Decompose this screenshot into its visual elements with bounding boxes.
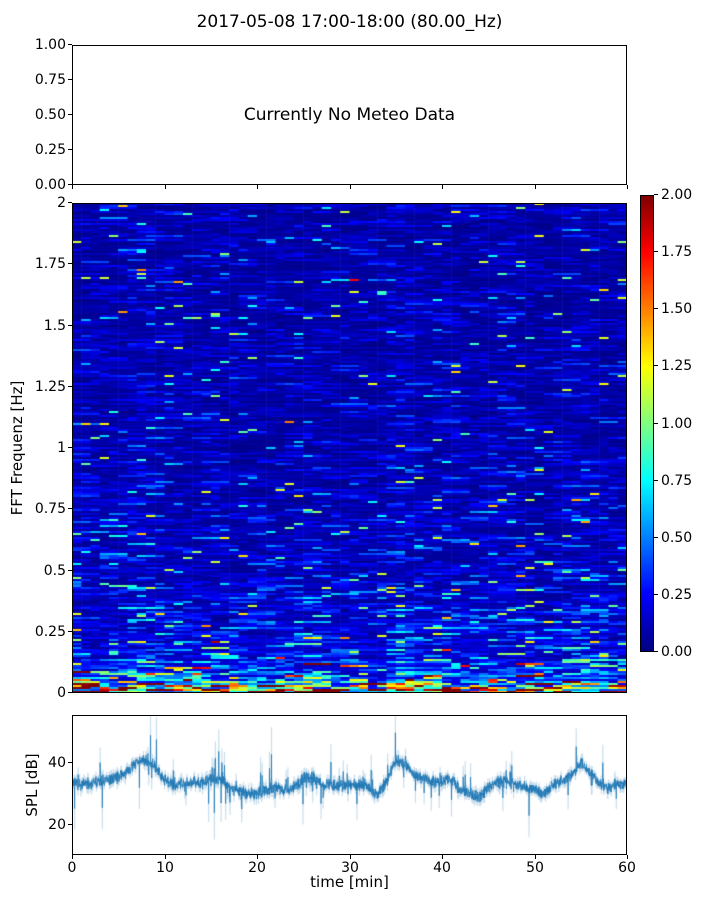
colorbar-gradient [640,195,654,652]
tick-mark [68,184,72,185]
tick-mark [68,202,72,203]
tick-mark [68,325,72,326]
tick-mark [442,185,443,189]
tick-label: 40 [433,860,451,876]
tick-mark [68,762,72,763]
tick-label: 0.5 [43,563,66,579]
tick-label: 0.75 [34,72,66,88]
tick-mark [68,44,72,45]
tick-mark [654,480,658,481]
tick-mark [68,114,72,115]
tick-label: 0 [57,685,66,701]
tick-label: 10 [156,860,174,876]
tick-mark [442,855,443,859]
tick-mark [350,185,351,189]
tick-mark [68,508,72,509]
tick-label: 1.25 [34,379,66,395]
time-axis-label: time [min] [310,873,389,891]
tick-mark [654,251,658,252]
tick-mark [165,185,166,189]
tick-mark [654,308,658,309]
tick-mark [68,447,72,448]
tick-mark [350,855,351,859]
tick-label: 1.50 [661,301,693,317]
tick-label: 2.00 [661,187,693,203]
tick-mark [654,365,658,366]
tick-mark [68,824,72,825]
tick-mark [68,79,72,80]
tick-mark [654,594,658,595]
tick-label: 0.25 [34,142,66,158]
tick-label: 2 [57,195,66,211]
figure-title: 2017-05-08 17:00-18:00 (80.00_Hz) [196,12,503,32]
tick-label: 40 [48,755,66,771]
tick-mark [68,631,72,632]
no-meteo-data-text: Currently No Meteo Data [243,105,456,125]
tick-mark [72,185,73,189]
tick-label: 50 [526,860,544,876]
tick-label: 1.5 [43,318,66,334]
tick-mark [654,651,658,652]
tick-label: 20 [48,817,66,833]
tick-mark [627,855,628,859]
tick-label: 0.25 [661,587,693,603]
spl-line-canvas [72,715,627,855]
tick-label: 0.50 [661,530,693,546]
tick-label: 0 [67,860,77,876]
tick-label: 1.00 [34,37,66,53]
tick-label: 0.75 [661,473,693,489]
tick-label: 60 [618,860,636,876]
tick-mark [68,570,72,571]
tick-label: 1 [57,440,66,456]
tick-label: 1.25 [661,358,693,374]
tick-mark [535,855,536,859]
tick-label: 0.00 [661,644,693,660]
tick-mark [68,386,72,387]
tick-mark [68,692,72,693]
tick-label: 0.00 [34,177,66,193]
tick-label: 0.50 [34,107,66,123]
tick-mark [68,263,72,264]
tick-label: 0.25 [34,624,66,640]
spectrogram-heatmap-canvas [72,203,627,693]
tick-label: 20 [248,860,266,876]
tick-mark [165,855,166,859]
tick-mark [654,194,658,195]
tick-mark [654,537,658,538]
tick-mark [535,185,536,189]
tick-mark [257,185,258,189]
tick-mark [257,855,258,859]
tick-label: 1.75 [34,256,66,272]
tick-label: 30 [341,860,359,876]
tick-mark [654,423,658,424]
tick-label: 1.75 [661,244,693,260]
tick-mark [627,185,628,189]
tick-label: 1.00 [661,416,693,432]
tick-label: 0.75 [34,501,66,517]
tick-mark [68,149,72,150]
tick-mark [72,855,73,859]
